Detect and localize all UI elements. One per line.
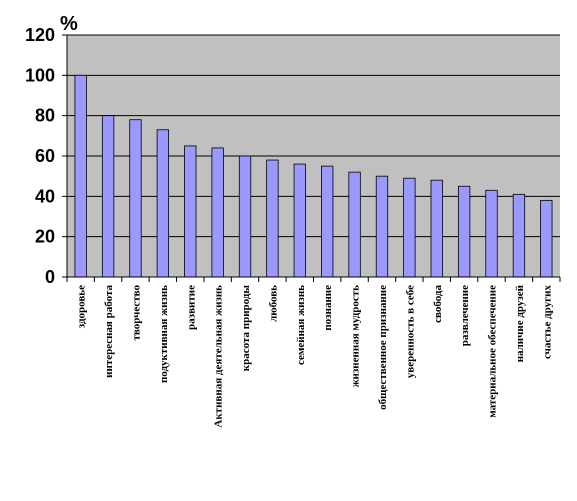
y-tick-label: 100 — [25, 65, 55, 85]
bar — [75, 75, 87, 277]
y-tick-label: 20 — [35, 227, 55, 247]
y-axis: 0 20 40 60 80 100 120 — [25, 25, 67, 287]
x-axis: здоровье интересная работа творчество подук… — [67, 277, 560, 428]
y-axis-unit-label: % — [60, 13, 78, 35]
y-tick-label: 40 — [35, 186, 55, 206]
bar — [349, 172, 361, 277]
y-tick-label: 60 — [35, 146, 55, 166]
x-tick-label: интересная работа — [103, 285, 115, 378]
bar — [130, 120, 142, 277]
x-tick-label: здоровье — [76, 285, 88, 328]
y-tick-label: 0 — [45, 267, 55, 287]
bar — [184, 146, 196, 277]
bar — [321, 166, 333, 277]
bar — [102, 116, 114, 277]
x-tick-label: развитие — [185, 285, 197, 330]
x-tick-label: семейная жизнь — [295, 285, 307, 365]
x-tick-label: Активная деятельная жизнь — [213, 285, 225, 428]
bar — [294, 164, 306, 277]
x-tick-label: общественное признание — [377, 285, 389, 410]
y-tick-label: 120 — [25, 25, 55, 45]
bar — [513, 194, 525, 277]
bar — [404, 178, 416, 277]
bar — [376, 176, 388, 277]
x-tick-label: познание — [322, 285, 334, 331]
x-tick-label: уверенность в себе — [404, 285, 416, 378]
x-tick-label: свобода — [432, 285, 444, 323]
x-tick-label: любовь — [267, 285, 279, 322]
bar — [458, 186, 470, 277]
x-tick-label: творчество — [130, 285, 142, 341]
bar — [239, 156, 251, 277]
bar — [267, 160, 279, 277]
bar — [431, 180, 443, 277]
bar — [541, 200, 553, 277]
x-tick-label: подуктивная жизнь — [158, 285, 170, 383]
x-tick-label: развлечение — [459, 285, 471, 346]
x-tick-label: красота природы — [240, 285, 252, 372]
bar — [157, 130, 169, 277]
y-tick-label: 80 — [35, 106, 55, 126]
x-tick-label: материальное обеспечение — [487, 285, 499, 418]
x-tick-label: счастье других — [541, 285, 553, 359]
x-tick-label: жизненная мудрость — [350, 285, 362, 388]
bar — [486, 190, 498, 277]
x-tick-label: наличие друзей — [514, 284, 526, 362]
bar — [212, 148, 224, 277]
